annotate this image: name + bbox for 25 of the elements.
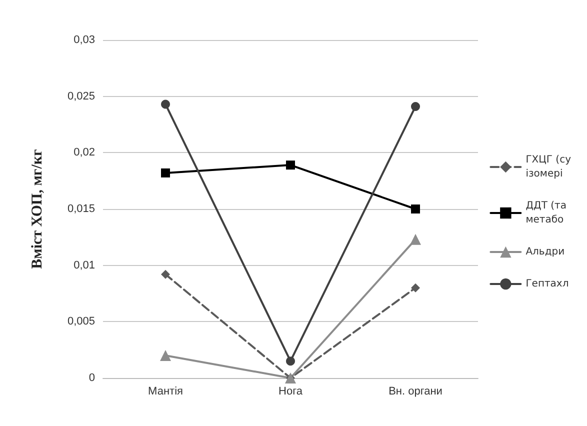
point xyxy=(411,102,420,111)
y-tick-label: 0,01 xyxy=(74,259,95,272)
x-tick-label: Нога xyxy=(278,386,304,398)
legend-label: Гептахл xyxy=(526,278,569,290)
point xyxy=(411,283,420,292)
y-tick-label: 0,005 xyxy=(67,316,95,328)
point xyxy=(411,204,420,214)
y-axis-title: Вміст ХОП, мг/кг xyxy=(30,148,46,269)
x-tick-label: Вн. органи xyxy=(388,386,442,398)
point xyxy=(160,350,171,361)
x-tick-label: Мантія xyxy=(148,386,183,398)
legend-label: ДДТ (та метабо xyxy=(526,200,566,226)
legend-label: Альдри xyxy=(526,246,565,258)
y-tick-label: 0,025 xyxy=(67,90,95,102)
point xyxy=(161,270,170,279)
point xyxy=(286,160,295,170)
y-tick-label: 0,015 xyxy=(67,203,95,215)
point xyxy=(161,168,170,178)
y-tick-label: 0,02 xyxy=(74,146,95,159)
point xyxy=(410,234,421,245)
y-tick-label: 0,03 xyxy=(74,34,95,46)
point xyxy=(161,100,170,109)
point xyxy=(286,356,295,366)
legend-label: ГХЦГ (су ізомері xyxy=(526,154,572,180)
y-tick-label: 0 xyxy=(88,372,95,384)
